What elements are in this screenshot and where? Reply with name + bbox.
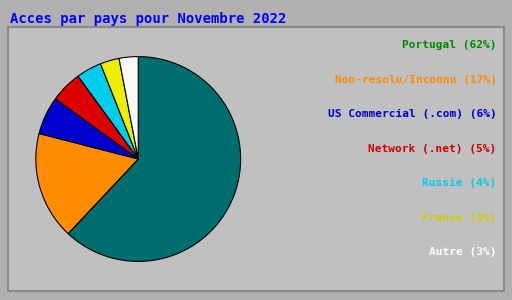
Text: Russie (4%): Russie (4%) <box>422 178 497 188</box>
Text: Non-resolu/Inconnu (17%): Non-resolu/Inconnu (17%) <box>335 74 497 85</box>
Wedge shape <box>119 57 138 159</box>
Wedge shape <box>78 64 138 159</box>
Wedge shape <box>55 76 138 159</box>
Text: US Commercial (.com) (6%): US Commercial (.com) (6%) <box>328 109 497 119</box>
Text: Acces par pays pour Novembre 2022: Acces par pays pour Novembre 2022 <box>10 12 287 26</box>
Wedge shape <box>39 99 138 159</box>
Wedge shape <box>68 57 241 261</box>
Text: Network (.net) (5%): Network (.net) (5%) <box>369 143 497 154</box>
Wedge shape <box>100 58 138 159</box>
Text: France (3%): France (3%) <box>422 212 497 223</box>
Text: Autre (3%): Autre (3%) <box>429 247 497 257</box>
Text: Portugal (62%): Portugal (62%) <box>402 40 497 50</box>
Wedge shape <box>36 134 138 234</box>
